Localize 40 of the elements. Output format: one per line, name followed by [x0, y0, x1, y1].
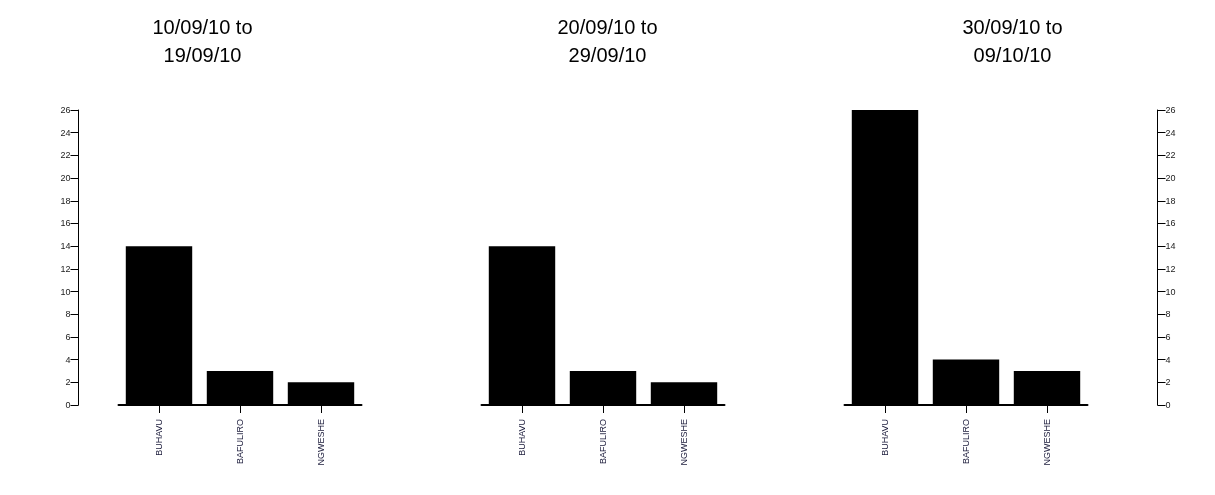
y-tick-label: 20 — [60, 173, 71, 184]
x-tick-label: NGWESHE — [1042, 419, 1052, 466]
y2-tick-label: 18 — [1165, 195, 1176, 206]
chart-title: 10/09/10 to 19/09/10 — [152, 16, 253, 66]
y-tick-label: 6 — [65, 331, 71, 342]
y2-tick-label: 4 — [1165, 354, 1171, 365]
y2-tick-label: 6 — [1165, 331, 1171, 342]
y-tick-label: 14 — [60, 241, 71, 252]
x-tick-label: BUHAVU — [517, 419, 527, 456]
x-tick-label: BAFULIRO — [598, 419, 608, 465]
x-tick-label: BUHAVU — [880, 419, 890, 456]
y-tick-label: 22 — [60, 150, 71, 161]
chart-title: 20/09/10 to 29/09/10 — [557, 16, 658, 66]
x-tick-label: BUHAVU — [154, 419, 164, 456]
y2-tick-label: 24 — [1165, 127, 1176, 138]
y-tick-label: 8 — [65, 309, 71, 320]
y-tick-label: 2 — [65, 377, 71, 388]
x-tick-label: NGWESHE — [679, 419, 689, 466]
y-tick-label: 16 — [60, 218, 71, 229]
y-tick-label: 0 — [65, 400, 71, 410]
y-tick-label: 4 — [65, 354, 71, 365]
y2-tick-label: 14 — [1165, 241, 1176, 252]
y2-tick-label: 22 — [1165, 150, 1176, 161]
y-tick-label: 12 — [60, 263, 71, 274]
y-tick-label: 18 — [60, 195, 71, 206]
y2-tick-label: 26 — [1165, 105, 1176, 115]
x-tick-label: BAFULIRO — [961, 419, 971, 465]
y2-tick-label: 20 — [1165, 173, 1176, 184]
y-tick-label: 26 — [60, 105, 71, 115]
y2-tick-label: 16 — [1165, 218, 1176, 229]
y2-tick-label: 0 — [1165, 400, 1171, 410]
y-tick-label: 10 — [60, 286, 71, 297]
x-tick-label: BAFULIRO — [235, 419, 245, 465]
chart-title: 30/09/10 to 09/10/10 — [962, 16, 1063, 66]
y2-tick-label: 10 — [1165, 286, 1176, 297]
y2-tick-label: 12 — [1165, 263, 1176, 274]
y-tick-label: 24 — [60, 127, 71, 138]
x-tick-label: NGWESHE — [316, 419, 326, 466]
y2-tick-label: 2 — [1165, 377, 1171, 388]
y2-tick-label: 8 — [1165, 309, 1171, 320]
